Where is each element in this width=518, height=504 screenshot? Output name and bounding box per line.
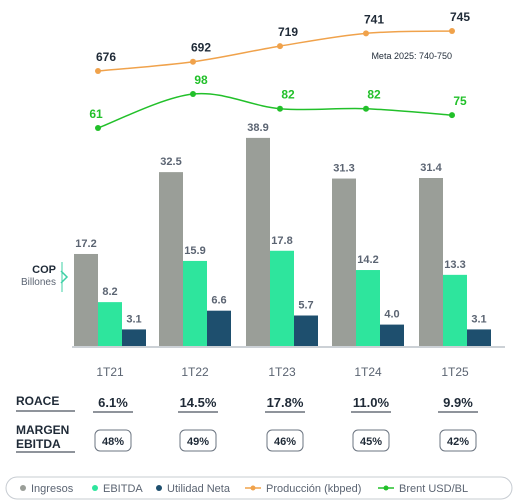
- bar-label-ingresos-1T22: 32.5: [160, 156, 181, 168]
- category-label-1T25: 1T25: [441, 365, 469, 379]
- bar-label-ebitda-1T24: 14.2: [357, 254, 378, 266]
- legend-marker-utilidad-neta: [156, 485, 162, 491]
- point-brent-usd-bl-1T25: [449, 112, 455, 119]
- line-brent-usd-bl: [97, 92, 453, 129]
- point-producci-n-kbped-1T23: [277, 43, 283, 50]
- point-producci-n-kbped-1T21: [95, 68, 101, 74]
- category-label-1T22: 1T22: [181, 365, 209, 379]
- category-label-1T21: 1T21: [96, 365, 124, 379]
- bar-ingresos-1T24: [332, 178, 356, 346]
- bar-utilidad-neta-1T21: [122, 329, 146, 346]
- point-brent-usd-bl-1T22: [190, 91, 196, 97]
- point-producci-n-kbped-1T25: [449, 28, 455, 34]
- bar-ebitda-1T24: [356, 270, 380, 346]
- point-brent-usd-bl-1T21: [95, 125, 101, 131]
- legend-marker-ebitda: [92, 485, 98, 491]
- bar-label-ebitda-1T25: 13.3: [444, 259, 465, 271]
- bar-ingresos-1T22: [159, 172, 183, 346]
- legend-marker-producci-n-kbped: [250, 485, 256, 491]
- roace-value-1T23: 17.8%: [267, 395, 304, 410]
- margin-value-1T22: 49%: [187, 436, 209, 448]
- point-producci-n-kbped-1T22: [190, 58, 196, 65]
- bar-label-utilidad-neta-1T22: 6.6: [211, 295, 226, 307]
- legend-label-ebitda: EBITDA: [103, 483, 143, 495]
- legend-label-brent-usd-bl: Brent USD/BL: [399, 483, 468, 495]
- unit-label-line1: COP: [32, 264, 56, 276]
- bar-ebitda-1T22: [183, 260, 207, 346]
- roace-value-1T24: 11.0%: [353, 395, 390, 410]
- bar-label-utilidad-neta-1T23: 5.7: [298, 300, 313, 312]
- point-brent-usd-bl-1T24: [363, 105, 369, 112]
- point-producci-n-kbped-1T24: [363, 30, 369, 37]
- margin-value-1T23: 46%: [274, 436, 296, 448]
- margin-box-1T22: [179, 429, 217, 452]
- legend-label-producci-n-kbped: Producción (kbped): [266, 483, 361, 495]
- bar-ebitda-1T25: [443, 274, 467, 346]
- point-label-brent-usd-bl-1T23: 82: [281, 88, 295, 102]
- legend-marker-brent-usd-bl: [383, 485, 389, 491]
- margin-value-1T24: 45%: [360, 436, 382, 448]
- bar-ebitda-1T21: [98, 302, 122, 346]
- bar-ingresos-1T21: [74, 253, 98, 346]
- bar-label-utilidad-neta-1T21: 3.1: [126, 313, 141, 325]
- bar-label-ebitda-1T22: 15.9: [184, 245, 205, 257]
- bar-ingresos-1T23: [246, 137, 270, 346]
- category-label-1T23: 1T23: [268, 365, 296, 379]
- bar-label-ebitda-1T23: 17.8: [271, 235, 292, 247]
- bar-label-ingresos-1T21: 17.2: [75, 238, 96, 250]
- annotation-meta-2025: Meta 2025: 740-750: [371, 51, 452, 61]
- unit-arrow-icon: [60, 270, 69, 284]
- bar-utilidad-neta-1T25: [467, 329, 491, 346]
- bar-label-ebitda-1T21: 8.2: [102, 286, 117, 298]
- bar-utilidad-neta-1T24: [380, 324, 404, 346]
- bar-label-ingresos-1T24: 31.3: [333, 163, 354, 175]
- bar-label-ingresos-1T23: 38.9: [247, 122, 268, 134]
- bar-label-ingresos-1T25: 31.4: [420, 162, 442, 174]
- roace-value-1T25: 9.9%: [443, 395, 473, 410]
- bar-ebitda-1T23: [270, 250, 294, 346]
- point-label-producci-n-kbped-1T21: 676: [96, 50, 116, 64]
- legend-label-ingresos: Ingresos: [31, 483, 74, 495]
- point-label-brent-usd-bl-1T21: 61: [89, 107, 103, 121]
- margin-value-1T25: 42%: [447, 436, 469, 448]
- point-label-producci-n-kbped-1T22: 692: [191, 41, 211, 55]
- margin-box-1T25: [439, 429, 477, 452]
- bar-ingresos-1T25: [419, 178, 443, 346]
- margin-label-line2: EBITDA: [16, 437, 61, 451]
- margin-value-1T21: 48%: [102, 436, 124, 448]
- bar-utilidad-neta-1T22: [207, 310, 231, 346]
- unit-label-line2: Billones: [21, 277, 56, 288]
- category-label-1T24: 1T24: [354, 365, 382, 379]
- roace-value-1T22: 14.5%: [180, 395, 217, 410]
- point-label-producci-n-kbped-1T25: 745: [450, 10, 470, 24]
- point-label-producci-n-kbped-1T23: 719: [278, 25, 298, 39]
- margin-box-1T24: [352, 429, 390, 452]
- margin-label-line1: MARGEN: [16, 423, 69, 437]
- margin-box-1T21: [94, 429, 132, 452]
- bar-label-utilidad-neta-1T25: 3.1: [471, 313, 486, 325]
- point-label-brent-usd-bl-1T25: 75: [453, 94, 467, 108]
- point-label-brent-usd-bl-1T22: 98: [194, 73, 208, 87]
- margin-box-1T23: [266, 429, 304, 452]
- point-label-brent-usd-bl-1T24: 82: [367, 88, 381, 102]
- point-brent-usd-bl-1T23: [277, 105, 283, 112]
- bar-utilidad-neta-1T23: [294, 315, 318, 346]
- roace-label: ROACE: [16, 394, 59, 408]
- roace-value-1T21: 6.1%: [98, 395, 128, 410]
- point-label-producci-n-kbped-1T24: 741: [364, 12, 384, 26]
- legend-label-utilidad-neta: Utilidad Neta: [167, 483, 231, 495]
- bar-label-utilidad-neta-1T24: 4.0: [384, 309, 399, 321]
- legend-marker-ingresos: [20, 485, 26, 491]
